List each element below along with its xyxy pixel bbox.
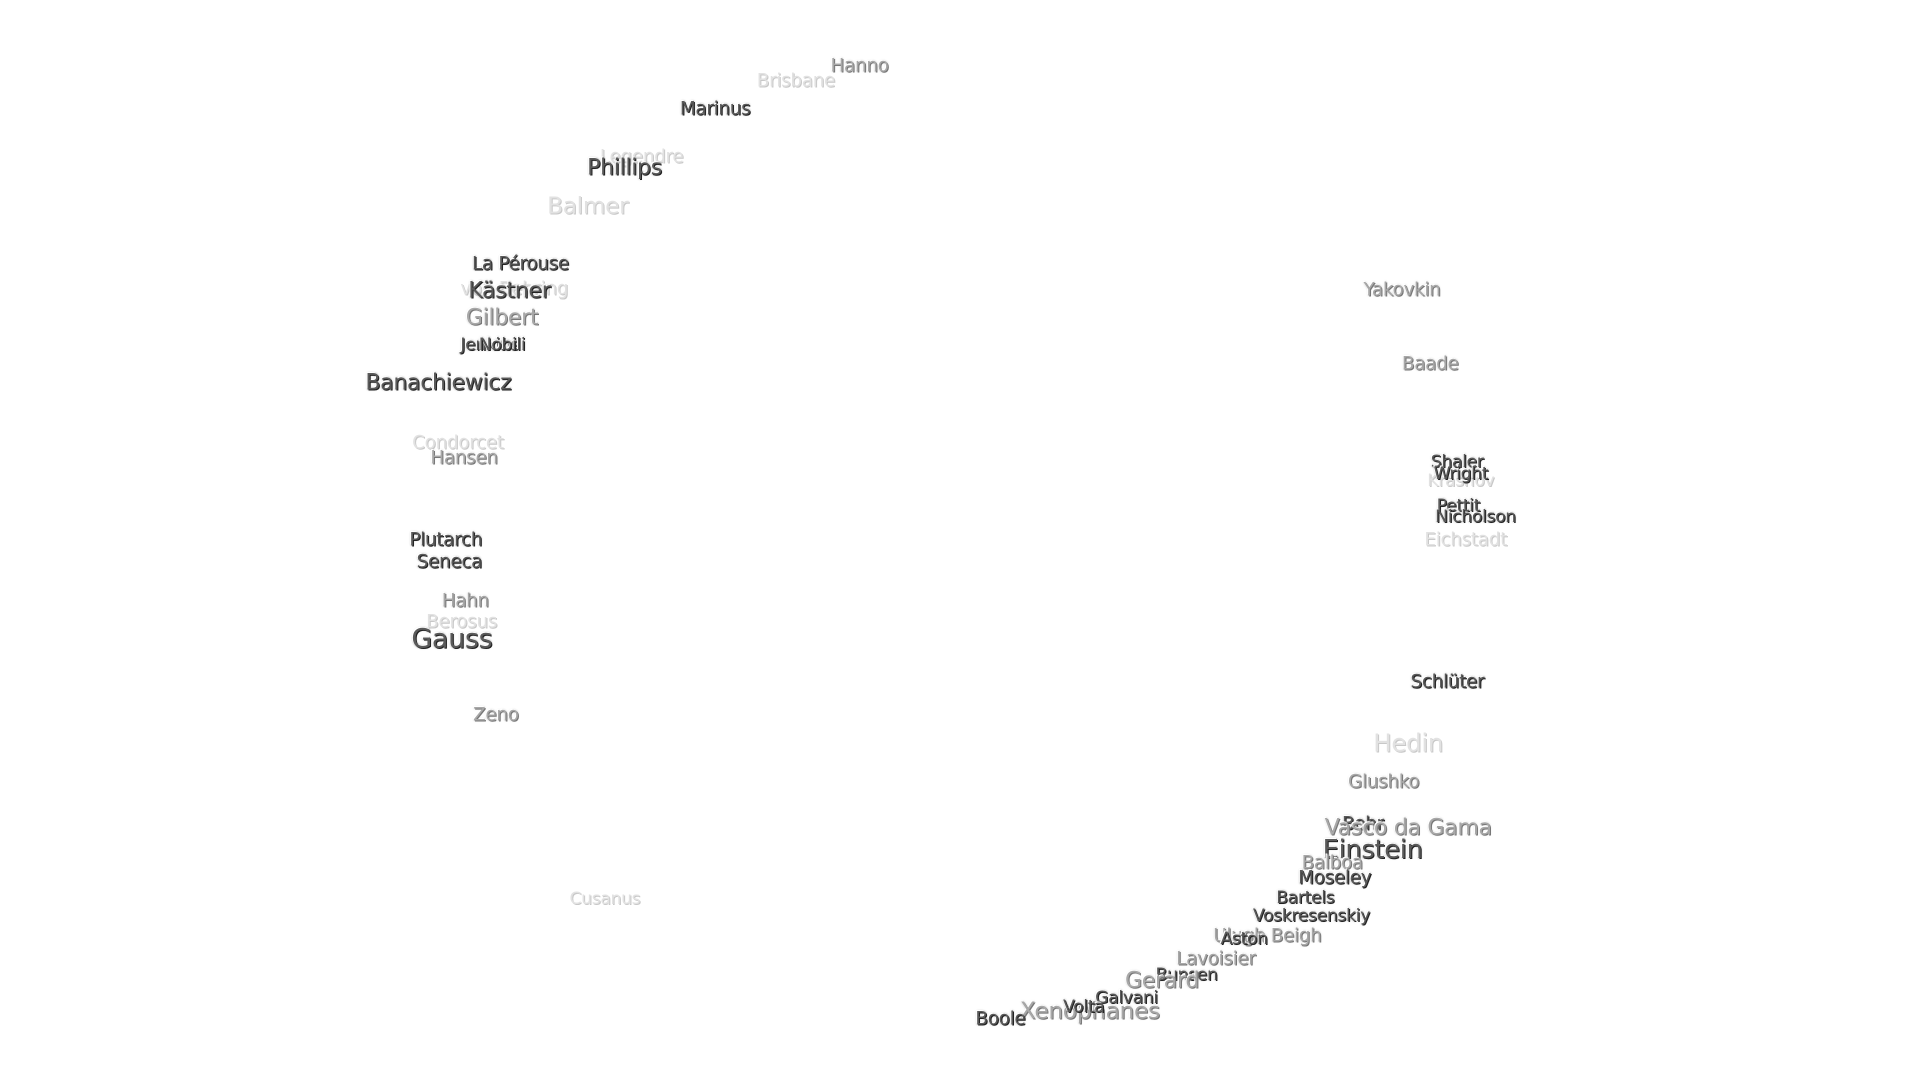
crater-label: Yakovkin [1363, 279, 1441, 301]
crater-label: Nobili [478, 335, 526, 356]
crater-label: Boole [975, 1008, 1026, 1030]
crater-label: von Behring [460, 278, 569, 300]
crater-label: Seneca [416, 551, 483, 573]
crater-label: Balmer [547, 192, 629, 220]
crater-label: Einstein [1322, 834, 1423, 865]
crater-label: Shaler [1430, 451, 1484, 472]
crater-label: Galvani [1095, 987, 1158, 1008]
crater-label: Condorcet [412, 432, 504, 454]
crater-label: Marinus [679, 98, 751, 120]
crater-label: Hahn [441, 590, 489, 612]
crater-label: Aston [1220, 929, 1268, 950]
crater-label: Brisbane [756, 70, 836, 92]
crater-label: Vasco da Gama [1324, 815, 1492, 841]
crater-label: Berosus [426, 611, 498, 633]
crater-label: Bohr [1341, 813, 1384, 835]
crater-label: Ulugh Beigh [1213, 925, 1322, 946]
crater-label: Voskresenskiy [1252, 905, 1370, 926]
crater-label: Glushko [1348, 771, 1420, 793]
crater-label: Krasnov [1427, 471, 1495, 492]
crater-label: Hansen [430, 447, 498, 469]
crater-label: Zeno [473, 704, 519, 726]
crater-label: Cusanus [569, 888, 641, 909]
crater-label: Nicholson [1435, 506, 1516, 527]
crater-label: Gerard [1125, 968, 1200, 994]
crater-label: Bunsen [1155, 964, 1218, 985]
crater-label: Schlüter [1410, 671, 1485, 693]
crater-label: Lavoisier [1176, 948, 1256, 970]
crater-label: Xenophanes [1019, 997, 1160, 1025]
crater-label: Hedin [1373, 728, 1444, 758]
crater-label: Legendre [599, 146, 684, 168]
crater-label: Balboa [1301, 852, 1364, 874]
crater-label: Phillips [587, 155, 662, 181]
crater-label: Moseley [1298, 867, 1372, 889]
crater-label: Pettit [1436, 495, 1481, 516]
crater-label: Baade [1401, 353, 1459, 375]
crater-label: La Pérouse [471, 253, 569, 275]
crater-label: Gauss [411, 623, 493, 655]
crater-label: Wright [1433, 463, 1489, 484]
crater-label: Gilbert [465, 305, 539, 331]
crater-label: Bartels [1276, 887, 1335, 908]
crater-label: Jenkins [460, 335, 520, 356]
crater-label: Plutarch [409, 529, 483, 551]
crater-label: Kästner [468, 278, 551, 304]
crater-label: Eichstadt [1424, 529, 1508, 551]
crater-label: Volta [1063, 996, 1105, 1017]
crater-label: Hanno [830, 55, 889, 77]
crater-label: Banachiewicz [365, 370, 512, 396]
